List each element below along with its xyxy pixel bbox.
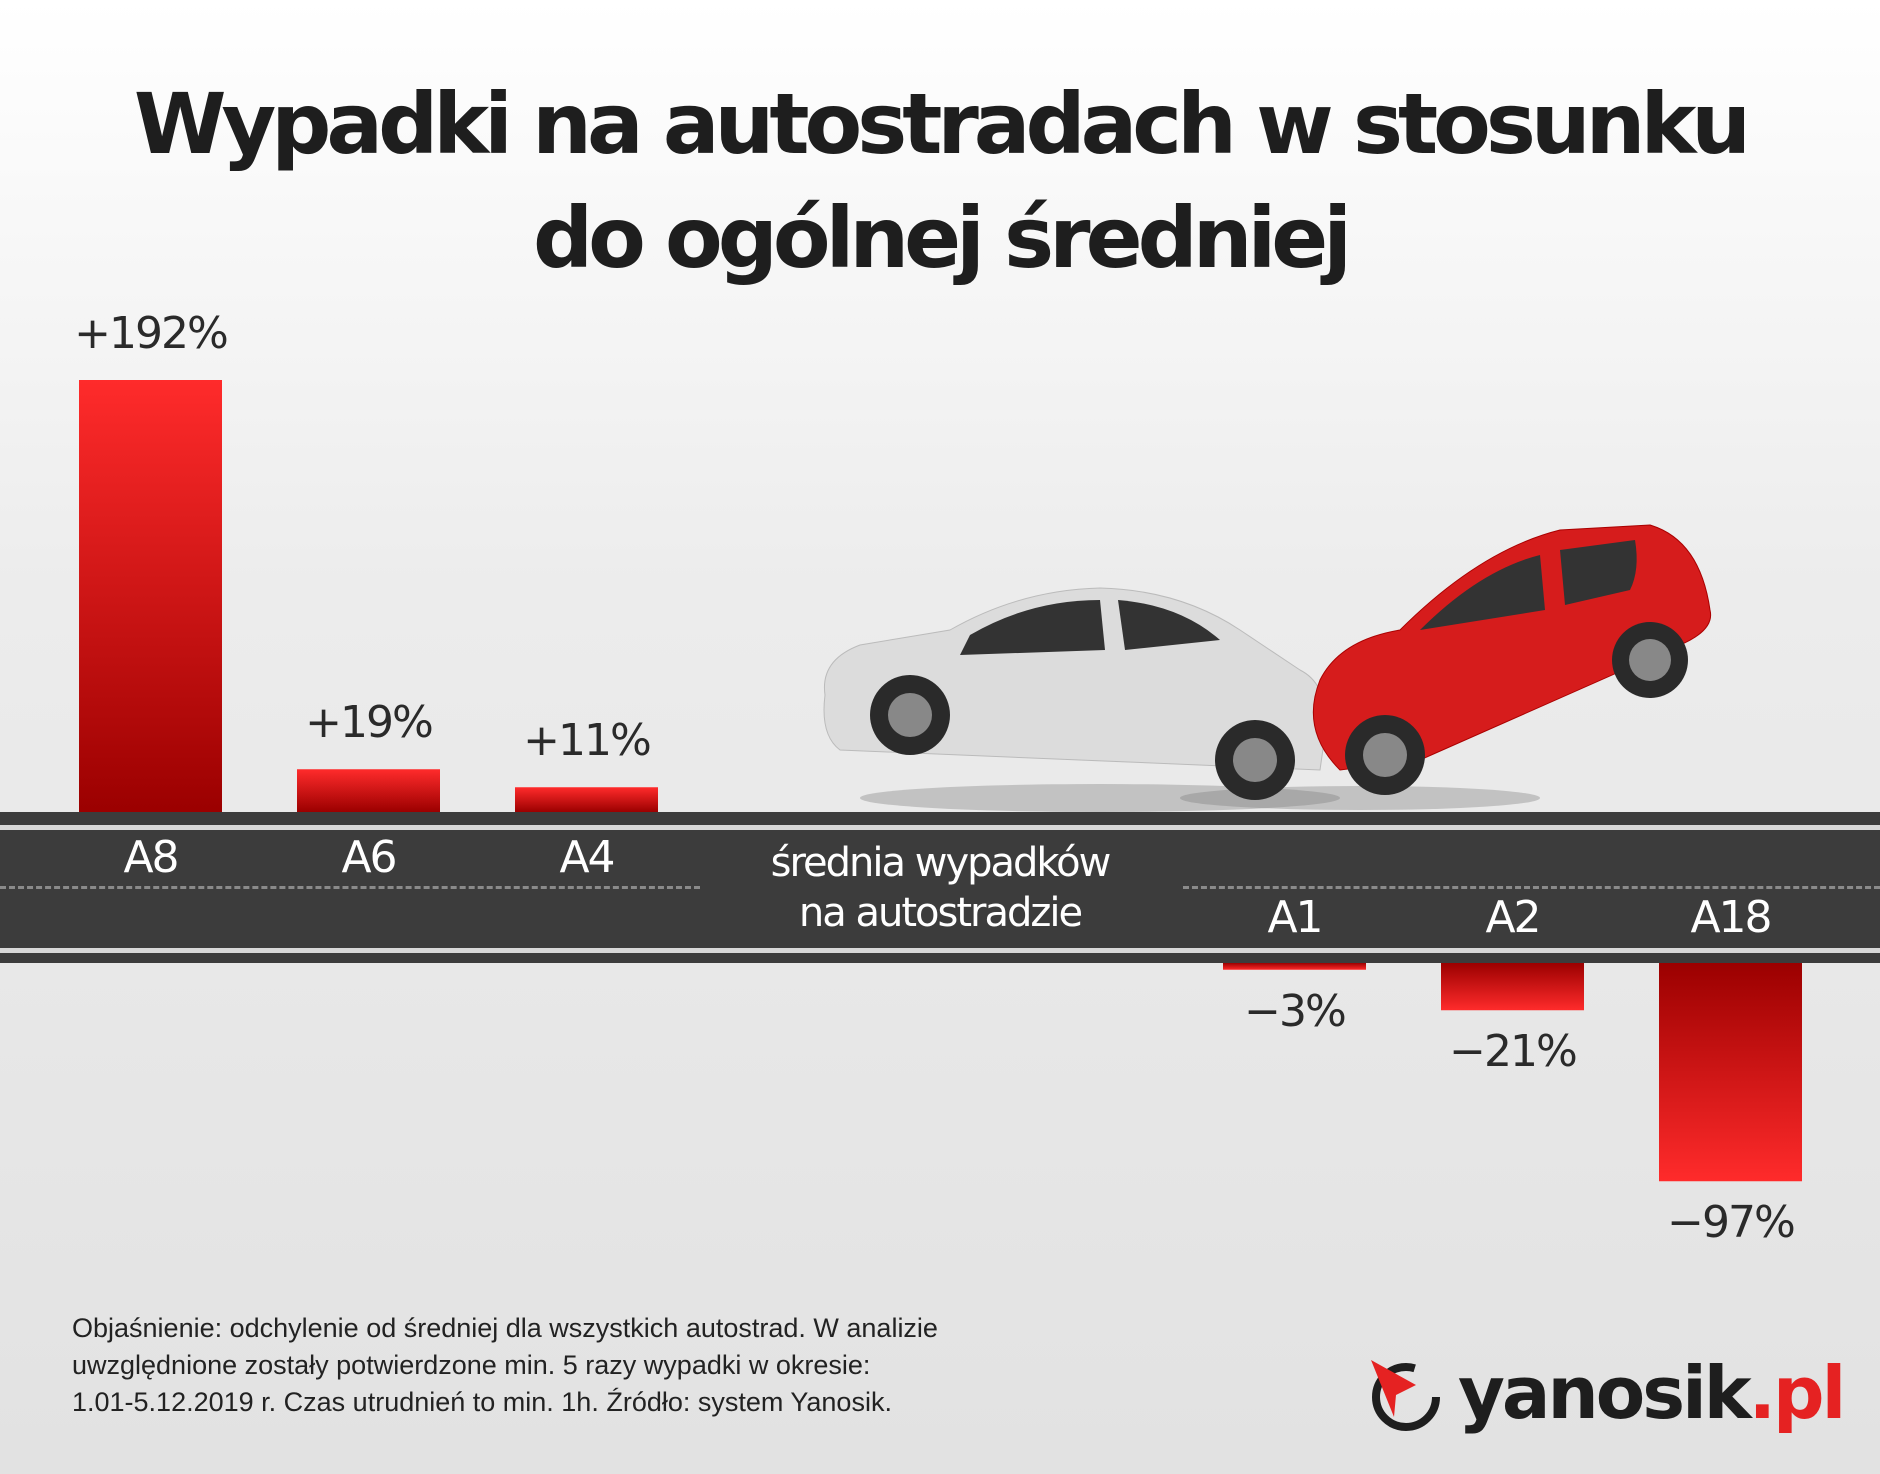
value-label-a18: −97% bbox=[1667, 1197, 1796, 1249]
footnote: Objaśnienie: odchylenie od średniej dla … bbox=[72, 1310, 1072, 1421]
title-line-1: Wypadki na autostradach w stosunku bbox=[133, 75, 1751, 173]
road-centerline-left bbox=[0, 886, 700, 889]
value-label-a1: −3% bbox=[1244, 985, 1347, 1037]
category-label-a4: A4 bbox=[559, 832, 615, 883]
value-label-a2: −21% bbox=[1449, 1026, 1578, 1078]
footnote-line-2: uwzględnione zostały potwierdzone min. 5… bbox=[72, 1350, 871, 1380]
bar-a6 bbox=[297, 769, 440, 812]
logo-text: yanosik.pl bbox=[1458, 1351, 1847, 1435]
bar-a4 bbox=[515, 787, 658, 812]
bar-a18 bbox=[1659, 963, 1802, 1182]
category-label-a6: A6 bbox=[341, 832, 397, 883]
bar-a1 bbox=[1223, 963, 1366, 970]
category-label-a1: A1 bbox=[1267, 892, 1323, 943]
category-label-a8: A8 bbox=[123, 832, 179, 883]
yanosik-logo: yanosik.pl bbox=[1366, 1351, 1846, 1435]
value-label-a4: +11% bbox=[523, 715, 652, 767]
footnote-line-3: 1.01-5.12.2019 r. Czas utrudnień to min.… bbox=[72, 1387, 892, 1417]
category-label-a2: A2 bbox=[1485, 892, 1541, 943]
red-car-icon bbox=[1312, 524, 1712, 795]
footnote-line-1: Objaśnienie: odchylenie od średniej dla … bbox=[72, 1313, 938, 1343]
crashing-cars-illustration bbox=[823, 524, 1712, 812]
value-label-a6: +19% bbox=[305, 697, 434, 749]
average-label: średnia wypadków na autostradzie bbox=[700, 838, 1180, 938]
logo-suffix: .pl bbox=[1748, 1351, 1847, 1435]
road-edge-bottom bbox=[0, 948, 1880, 953]
title-line-2: do ogólnej średniej bbox=[532, 189, 1352, 287]
value-label-a8: +192% bbox=[74, 308, 229, 359]
average-label-line-2: na autostradzie bbox=[798, 890, 1083, 936]
road-edge-top bbox=[0, 825, 1880, 830]
average-label-line-1: średnia wypadków bbox=[770, 840, 1112, 886]
bar-a8 bbox=[79, 380, 222, 812]
white-car-icon bbox=[823, 587, 1327, 800]
road-centerline-right bbox=[1183, 886, 1880, 889]
category-label-a18: A18 bbox=[1690, 892, 1772, 943]
bar-a2 bbox=[1441, 963, 1584, 1011]
yanosik-logo-icon bbox=[1371, 1360, 1440, 1431]
logo-name: yanosik bbox=[1458, 1351, 1752, 1435]
